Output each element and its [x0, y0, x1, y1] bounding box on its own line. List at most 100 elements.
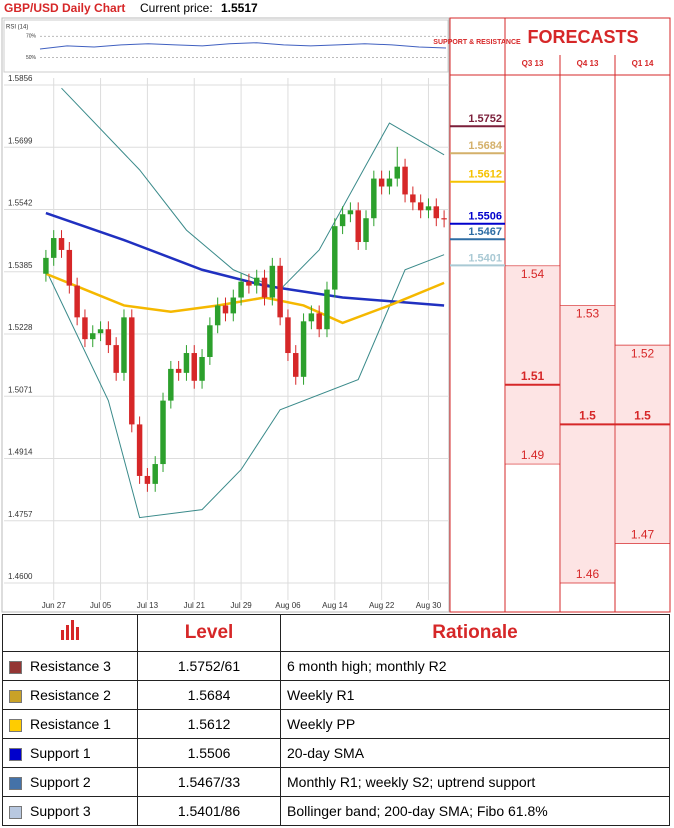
forecast-label: 1.5 — [579, 409, 596, 423]
candle-body — [191, 353, 197, 381]
candle-body — [175, 368, 182, 373]
candle-body — [183, 353, 190, 373]
header-row: Level Rationale — [2, 614, 670, 652]
level-label: 1.5467 — [468, 226, 502, 238]
x-tick-label: Jul 05 — [90, 601, 112, 610]
candle-body — [394, 166, 400, 179]
forecast-range — [616, 345, 669, 544]
color-swatch — [9, 805, 22, 819]
candle-body — [308, 313, 315, 322]
level-label: 1.5684 — [468, 140, 503, 152]
x-tick-label: Aug 22 — [369, 601, 395, 610]
candle-body — [339, 214, 346, 227]
levels-title: SUPPORT & RESISTANCE — [433, 39, 521, 46]
level-label: 1.5506 — [468, 211, 502, 223]
forecast-range — [561, 305, 614, 583]
color-swatch — [9, 747, 22, 761]
candle-body — [285, 317, 291, 354]
candle-body — [43, 257, 49, 274]
x-tick-label: Jul 13 — [137, 601, 159, 610]
cell-text: Support 2 — [30, 774, 91, 790]
table-cell: 1.5752/61 — [137, 651, 281, 681]
candle-body — [277, 265, 283, 318]
rsi-title: RSI (14) — [6, 25, 28, 31]
candle-body — [113, 345, 119, 373]
candle-body — [386, 178, 393, 187]
table-row: Resistance 3 1.5752/61 6 month high; month… — [2, 651, 670, 681]
chart: GBP/USD Daily Chart Current price: 1.551… — [1, 1, 671, 613]
candle-body — [410, 194, 416, 203]
cell-text: 1.5401/86 — [177, 803, 241, 819]
cell-text: 1.5467/33 — [177, 774, 241, 790]
y-tick-label: 1.5542 — [8, 199, 33, 208]
cell-text: 1.5752/61 — [177, 658, 241, 674]
candle-body — [222, 305, 229, 314]
overlay-line — [45, 211, 445, 307]
y-tick-label: 1.4757 — [8, 510, 33, 519]
rsi-tick-label: 50% — [26, 55, 37, 61]
column-label: Q3 13 — [522, 59, 544, 68]
column-label: Q1 14 — [632, 59, 654, 68]
candle-body — [425, 206, 432, 211]
candle-body — [230, 297, 237, 314]
y-tick-label: 1.4914 — [8, 448, 33, 457]
forecast-label: 1.49 — [521, 448, 545, 462]
forecast-label: 1.51 — [521, 369, 545, 383]
forecast-title: FORECASTS — [527, 27, 638, 47]
candle-body — [402, 166, 408, 195]
candle-body — [168, 368, 174, 401]
cell-text: Monthly R1; weekly S2; uptrend support — [287, 774, 536, 790]
header: Level — [137, 614, 281, 652]
candle-body — [355, 210, 361, 243]
table-cell: 1.5684 — [137, 680, 281, 710]
icon-cell — [2, 614, 138, 652]
candle-body — [433, 206, 440, 219]
color-swatch — [9, 689, 22, 703]
table-cell: 1.5467/33 — [137, 767, 281, 797]
title: GBP/USD Daily Chart — [4, 1, 125, 15]
level-label: 1.5401 — [468, 252, 502, 264]
overlay-line — [45, 254, 445, 519]
cell-text: 6 month high; monthly R2 — [287, 658, 447, 674]
candle-body — [214, 305, 221, 326]
candle-body — [97, 329, 104, 334]
table-cell: 1.5612 — [137, 709, 281, 739]
cell-text: Support 1 — [30, 745, 91, 761]
level-label: 1.5752 — [468, 113, 502, 125]
candle-body — [105, 329, 112, 346]
table-cell: Monthly R1; weekly S2; uptrend support — [280, 767, 670, 797]
table-cell: 6 month high; monthly R2 — [280, 651, 670, 681]
candle-body — [324, 289, 330, 330]
x-tick-label: Jul 21 — [184, 601, 206, 610]
candle-body — [238, 281, 244, 298]
candle-body — [74, 285, 80, 318]
y-tick-label: 1.4600 — [8, 572, 33, 581]
current-price: 1.5517 — [221, 1, 258, 15]
cell-text: Support 3 — [30, 803, 91, 819]
color-swatch — [9, 660, 22, 674]
candle-body — [66, 249, 73, 286]
cell-text: Bollinger band; 200-day SMA; Fibo 61.8% — [287, 803, 548, 819]
candle-body — [50, 238, 57, 258]
forecast-label: 1.47 — [631, 528, 655, 542]
cell-text: Resistance 1 — [30, 716, 111, 732]
table-cell: Resistance 3 — [2, 651, 138, 681]
candle-body — [363, 218, 369, 243]
cell-text: 1.5684 — [187, 687, 231, 703]
y-tick-label: 1.5071 — [8, 385, 33, 394]
candle-body — [160, 400, 166, 465]
candle-body — [144, 475, 151, 484]
candle-body — [90, 333, 96, 340]
candle-body — [199, 356, 205, 381]
table-cell: Support 1 — [2, 738, 138, 768]
y-tick-label: 1.5228 — [8, 323, 33, 332]
y-tick-label: 1.5699 — [8, 136, 33, 145]
candle-body — [207, 325, 213, 357]
table-cell: Bollinger band; 200-day SMA; Fibo 61.8% — [280, 796, 670, 826]
rsi-line — [39, 42, 447, 50]
candle-body — [82, 317, 88, 340]
candle-body — [300, 321, 307, 377]
x-tick-label: Jun 27 — [42, 601, 67, 610]
cell-text: 1.5612 — [187, 716, 231, 732]
cell-text: 20-day SMA — [287, 745, 365, 761]
